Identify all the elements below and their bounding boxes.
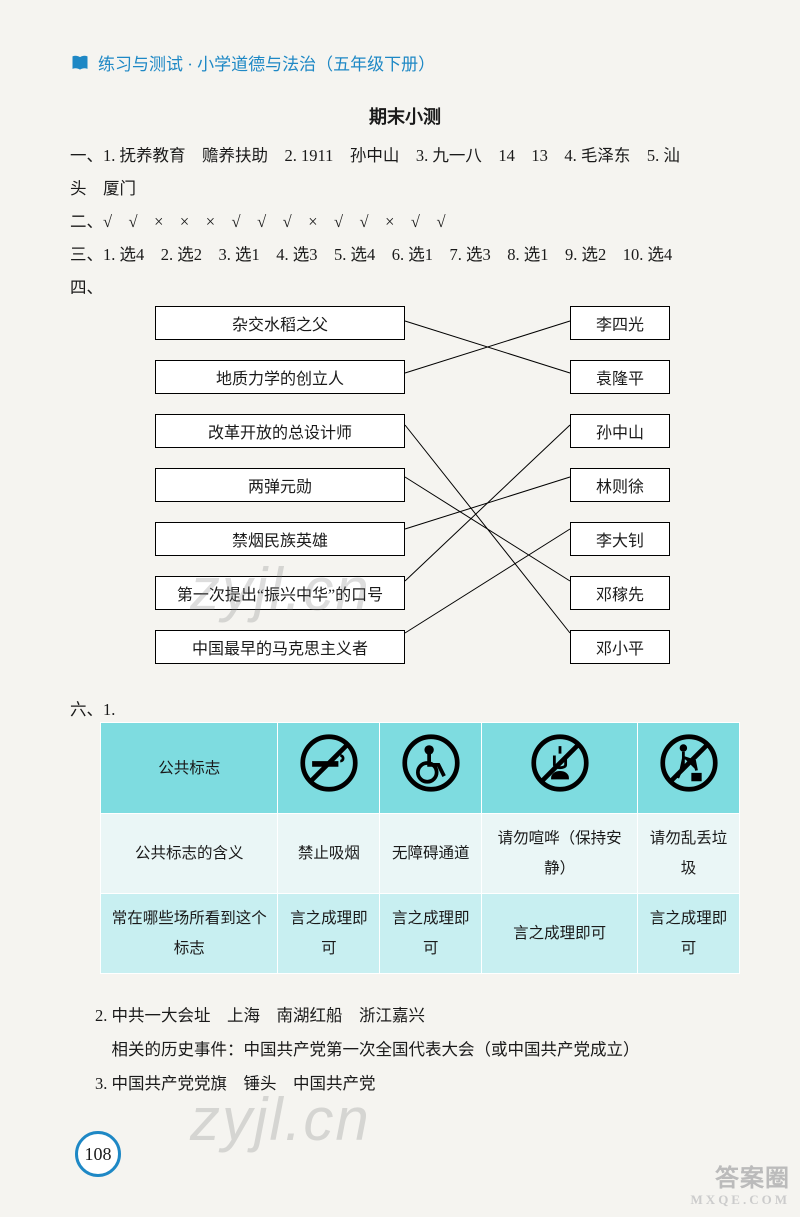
quiet-icon <box>530 733 590 793</box>
match-right-item: 李大钊 <box>570 522 670 556</box>
corner-brand: 答案圈 MXQE.COM <box>691 1166 790 1207</box>
sign-cell <box>482 723 638 814</box>
page-header: 练习与测试 · 小学道德与法治（五年级下册） <box>70 50 740 75</box>
match-right-item: 林则徐 <box>570 468 670 502</box>
row-label: 公共标志的含义 <box>101 814 278 894</box>
match-left-item: 两弹元勋 <box>155 468 405 502</box>
match-right-col: 李四光 袁隆平 孙中山 林则徐 李大钊 邓稼先 邓小平 <box>570 306 670 684</box>
book-icon <box>70 53 90 73</box>
match-right-item: 李四光 <box>570 306 670 340</box>
table-cell: 言之成理即可 <box>638 894 740 974</box>
page: 练习与测试 · 小学道德与法治（五年级下册） 期末小测 一、1. 抚养教育 赡养… <box>0 0 800 1141</box>
section-one: 一、1. 抚养教育 赡养扶助 2. 1911 孙中山 3. 九一八 14 13 … <box>70 139 740 304</box>
text-line: 相关的历史事件：中国共产党第一次全国代表大会（或中国共产党成立） <box>95 1033 740 1067</box>
text-line: 2. 中共一大会址 上海 南湖红船 浙江嘉兴 <box>95 999 740 1033</box>
match-left-item: 中国最早的马克思主义者 <box>155 630 405 664</box>
match-left-item: 第一次提出“振兴中华”的口号 <box>155 576 405 610</box>
no-litter-icon <box>659 733 719 793</box>
table-cell: 无障碍通道 <box>380 814 482 894</box>
section-six: 六、1. 公共标志 <box>70 696 740 974</box>
text-line: 3. 中国共产党党旗 锤头 中国共产党 <box>95 1067 740 1101</box>
table-cell: 言之成理即可 <box>482 894 638 974</box>
match-left-item: 杂交水稻之父 <box>155 306 405 340</box>
sign-cell <box>638 723 740 814</box>
bottom-section: 2. 中共一大会址 上海 南湖红船 浙江嘉兴 相关的历史事件：中国共产党第一次全… <box>70 999 740 1100</box>
table-cell: 言之成理即可 <box>278 894 380 974</box>
table-cell: 请勿喧哗（保持安静） <box>482 814 638 894</box>
table-cell: 禁止吸烟 <box>278 814 380 894</box>
match-left-item: 改革开放的总设计师 <box>155 414 405 448</box>
corner-sub: MXQE.COM <box>691 1193 790 1207</box>
page-number: 108 <box>75 1131 121 1177</box>
match-right-item: 袁隆平 <box>570 360 670 394</box>
matching-diagram: 杂交水稻之父 地质力学的创立人 改革开放的总设计师 两弹元勋 禁烟民族英雄 第一… <box>70 306 740 686</box>
no-smoking-icon <box>299 733 359 793</box>
match-right-item: 邓稼先 <box>570 576 670 610</box>
section-six-label: 六、1. <box>70 696 115 720</box>
header-title: 练习与测试 · 小学道德与法治（五年级下册） <box>98 50 435 75</box>
test-title: 期末小测 <box>70 103 740 129</box>
signs-table: 公共标志 <box>100 722 740 974</box>
sign-cell <box>380 723 482 814</box>
text-line: 头 厦门 <box>70 172 740 205</box>
page-number-badge: 108 <box>75 1131 121 1177</box>
match-right-item: 孙中山 <box>570 414 670 448</box>
match-left-col: 杂交水稻之父 地质力学的创立人 改革开放的总设计师 两弹元勋 禁烟民族英雄 第一… <box>155 306 405 684</box>
match-left-item: 地质力学的创立人 <box>155 360 405 394</box>
text-line: 二、√ √ × × × √ √ √ × √ √ × √ √ <box>70 205 740 238</box>
corner-main: 答案圈 <box>691 1166 790 1192</box>
table-header-label: 公共标志 <box>101 723 278 814</box>
wheelchair-icon <box>401 733 461 793</box>
text-line: 三、1. 选4 2. 选2 3. 选1 4. 选3 5. 选4 6. 选1 7.… <box>70 238 740 271</box>
table-cell: 请勿乱丢垃圾 <box>638 814 740 894</box>
text-line: 四、 <box>70 278 103 297</box>
match-left-item: 禁烟民族英雄 <box>155 522 405 556</box>
table-cell: 言之成理即可 <box>380 894 482 974</box>
text-line: 一、1. 抚养教育 赡养扶助 2. 1911 孙中山 3. 九一八 14 13 … <box>70 139 740 172</box>
row-label: 常在哪些场所看到这个标志 <box>101 894 278 974</box>
match-right-item: 邓小平 <box>570 630 670 664</box>
sign-cell <box>278 723 380 814</box>
